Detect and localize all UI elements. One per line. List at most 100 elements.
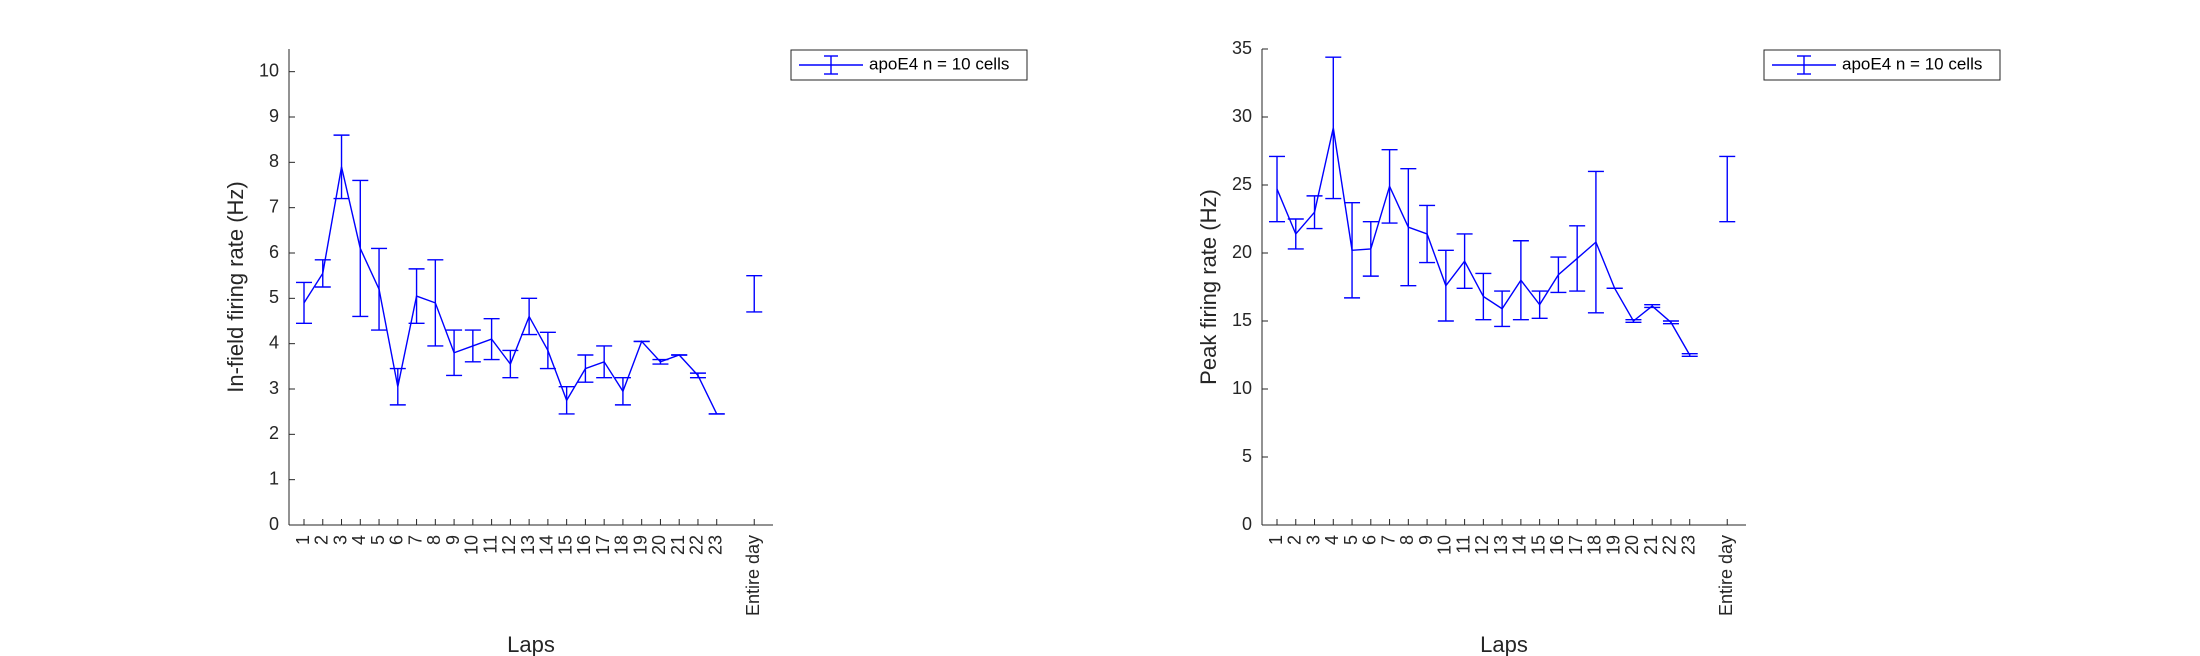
x-tick-label: 22 (1660, 535, 1680, 555)
y-tick-label: 15 (1232, 310, 1252, 330)
y-tick-label: 6 (269, 242, 279, 262)
x-tick-label: 8 (424, 535, 444, 545)
x-tick-label: 16 (1547, 535, 1567, 555)
x-tick-label: 11 (1453, 535, 1473, 554)
x-tick-label: Entire day (743, 535, 763, 616)
x-tick-label: 19 (1603, 535, 1623, 555)
x-tick-label: 11 (480, 535, 500, 554)
x-tick-label: 8 (1397, 535, 1417, 545)
legend-label: apoE4 n = 10 cells (869, 54, 1009, 73)
error-bar (483, 318, 500, 361)
x-tick-label: 3 (330, 535, 350, 545)
x-tick-label: 14 (1510, 535, 1530, 555)
error-bar (1306, 195, 1323, 230)
error-bar (1287, 218, 1304, 250)
x-tick-label: 23 (1678, 535, 1698, 555)
error-bar (1362, 221, 1379, 277)
x-tick-label: 21 (1641, 535, 1661, 555)
error-bar (1419, 204, 1436, 264)
x-tick-label: 6 (387, 535, 407, 545)
error-bar (333, 134, 350, 200)
error-bar (558, 386, 575, 415)
x-tick-label: 13 (518, 535, 538, 555)
x-tick-label: 12 (1472, 535, 1492, 555)
error-bar (1381, 148, 1398, 224)
y-tick-label: 2 (269, 423, 279, 443)
y-tick-label: 5 (1242, 446, 1252, 466)
y-tick-label: 30 (1232, 106, 1252, 126)
error-bar (1644, 303, 1661, 309)
x-tick-label: 1 (1266, 535, 1286, 545)
y-tick-label: 20 (1232, 242, 1252, 262)
x-tick-label: 15 (1528, 535, 1548, 555)
x-tick-label: 5 (1341, 535, 1361, 545)
error-bar (1344, 201, 1361, 299)
x-tick-label: 17 (593, 535, 613, 555)
x-tick-label: 20 (649, 535, 669, 555)
error-bar (1719, 155, 1736, 223)
error-bar (296, 281, 313, 324)
x-tick-label: 10 (1435, 535, 1455, 555)
error-bar (521, 297, 538, 336)
y-tick-label: 1 (269, 468, 279, 488)
error-bar (1531, 290, 1548, 319)
error-bar (614, 376, 631, 406)
x-tick-label: 17 (1566, 535, 1586, 555)
x-tick-label: 2 (1285, 535, 1305, 545)
x-axis-label: Laps (1480, 632, 1528, 656)
error-bar (1475, 272, 1492, 321)
error-bar (1456, 233, 1473, 290)
y-tick-label: 25 (1232, 174, 1252, 194)
x-tick-label: 13 (1491, 535, 1511, 555)
error-bar (1681, 352, 1698, 358)
error-bar (446, 329, 463, 377)
x-tick-label: 4 (1322, 535, 1342, 545)
error-bar (596, 345, 613, 379)
y-tick-label: 5 (269, 287, 279, 307)
y-tick-label: 7 (269, 196, 279, 216)
error-bar (652, 358, 669, 365)
y-tick-label: 8 (269, 151, 279, 171)
error-bar (1269, 155, 1286, 223)
x-tick-label: 23 (705, 535, 725, 555)
y-tick-label: 9 (269, 106, 279, 126)
error-bar (1325, 56, 1342, 200)
y-axis-label: In-field firing rate (Hz) (223, 181, 248, 393)
x-tick-label: Entire day (1716, 535, 1736, 616)
x-tick-label: 9 (1416, 535, 1436, 545)
x-tick-label: 22 (687, 535, 707, 555)
y-tick-label: 4 (269, 332, 279, 352)
legend-label: apoE4 n = 10 cells (1842, 54, 1982, 73)
error-bar (1400, 167, 1417, 287)
error-bar (689, 372, 706, 379)
error-bar (464, 329, 481, 363)
error-bar (389, 367, 406, 406)
x-tick-label: 12 (499, 535, 519, 555)
x-tick-label: 18 (1585, 535, 1605, 555)
x-tick-label: 20 (1622, 535, 1642, 555)
x-tick-label: 1 (293, 535, 313, 545)
x-tick-label: 10 (462, 535, 482, 555)
x-tick-label: 19 (630, 535, 650, 555)
x-tick-label: 2 (312, 535, 332, 545)
error-bar (1437, 249, 1454, 322)
x-tick-label: 6 (1360, 535, 1380, 545)
x-tick-label: 14 (537, 535, 557, 555)
error-bar (408, 268, 425, 324)
y-tick-label: 10 (259, 60, 279, 80)
x-axis-label: Laps (507, 632, 555, 656)
y-tick-label: 0 (269, 514, 279, 534)
error-bar (352, 179, 369, 318)
error-bar (1625, 318, 1642, 324)
y-tick-label: 10 (1232, 378, 1252, 398)
x-tick-label: 7 (1378, 535, 1398, 545)
error-bar (502, 349, 519, 379)
error-bar (577, 354, 594, 383)
y-tick-label: 3 (269, 378, 279, 398)
error-bar (1550, 256, 1567, 294)
error-bar (1587, 170, 1604, 314)
x-tick-label: 15 (555, 535, 575, 555)
error-bar (1662, 320, 1679, 325)
error-bar (746, 274, 763, 313)
